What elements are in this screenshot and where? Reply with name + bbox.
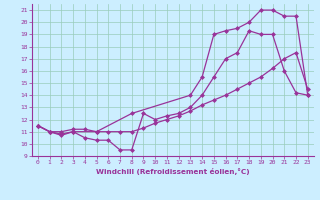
X-axis label: Windchill (Refroidissement éolien,°C): Windchill (Refroidissement éolien,°C) <box>96 168 250 175</box>
